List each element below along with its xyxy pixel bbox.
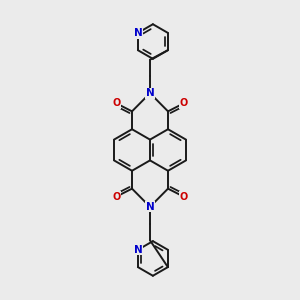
Text: O: O <box>112 192 120 202</box>
Text: N: N <box>134 245 142 255</box>
Text: O: O <box>180 192 188 202</box>
Text: N: N <box>134 28 142 38</box>
Text: N: N <box>146 88 154 98</box>
Text: O: O <box>112 98 120 108</box>
Text: N: N <box>146 202 154 212</box>
Text: O: O <box>180 98 188 108</box>
